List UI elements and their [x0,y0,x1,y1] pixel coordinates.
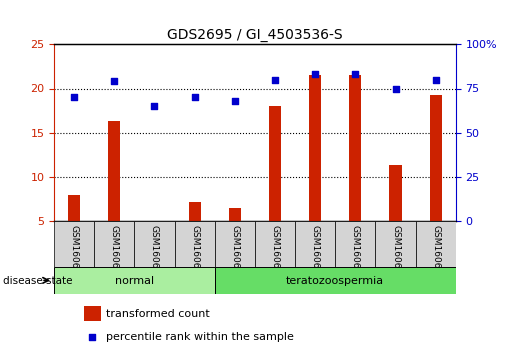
Text: GSM160636: GSM160636 [270,225,280,280]
Bar [389,166,402,221]
Bar [309,75,321,221]
Bar [255,221,295,267]
Text: GSM160635: GSM160635 [230,225,239,280]
Text: GSM160638: GSM160638 [351,225,360,280]
Point [110,79,118,84]
Point [191,95,199,100]
Text: transformed count: transformed count [106,309,210,319]
Bar [269,106,281,221]
Text: GSM160640: GSM160640 [431,225,440,280]
Bar [215,267,456,294]
Bar [335,221,375,267]
Text: GSM160641: GSM160641 [70,225,79,280]
Text: disease state: disease state [3,276,72,286]
Bar [375,221,416,267]
Title: GDS2695 / GI_4503536-S: GDS2695 / GI_4503536-S [167,28,343,42]
Bar [148,221,161,228]
Point [351,72,359,77]
Bar [83,307,100,321]
Bar [108,121,121,221]
Bar [94,221,134,267]
Text: normal: normal [115,275,154,286]
Bar [416,221,456,267]
Point [311,72,319,77]
Point [88,334,96,339]
Bar [68,195,80,221]
Text: teratozoospermia: teratozoospermia [286,275,384,286]
Text: percentile rank within the sample: percentile rank within the sample [106,332,294,342]
Point [271,77,279,82]
Bar [349,75,362,221]
Bar [229,208,241,221]
Bar [215,221,255,267]
Bar [54,221,94,267]
Bar [175,221,215,267]
Text: GSM160643: GSM160643 [150,225,159,280]
Text: GSM160642: GSM160642 [110,225,119,280]
Text: GSM160639: GSM160639 [391,225,400,280]
Point [150,103,159,109]
Bar [134,221,175,267]
Bar [188,202,201,221]
Bar [295,221,335,267]
Bar [430,95,442,221]
Point [231,98,239,104]
Point [70,95,78,100]
Text: GSM160644: GSM160644 [190,225,199,280]
Point [432,77,440,82]
Point [391,86,400,91]
Text: GSM160637: GSM160637 [311,225,320,280]
Bar [54,267,215,294]
